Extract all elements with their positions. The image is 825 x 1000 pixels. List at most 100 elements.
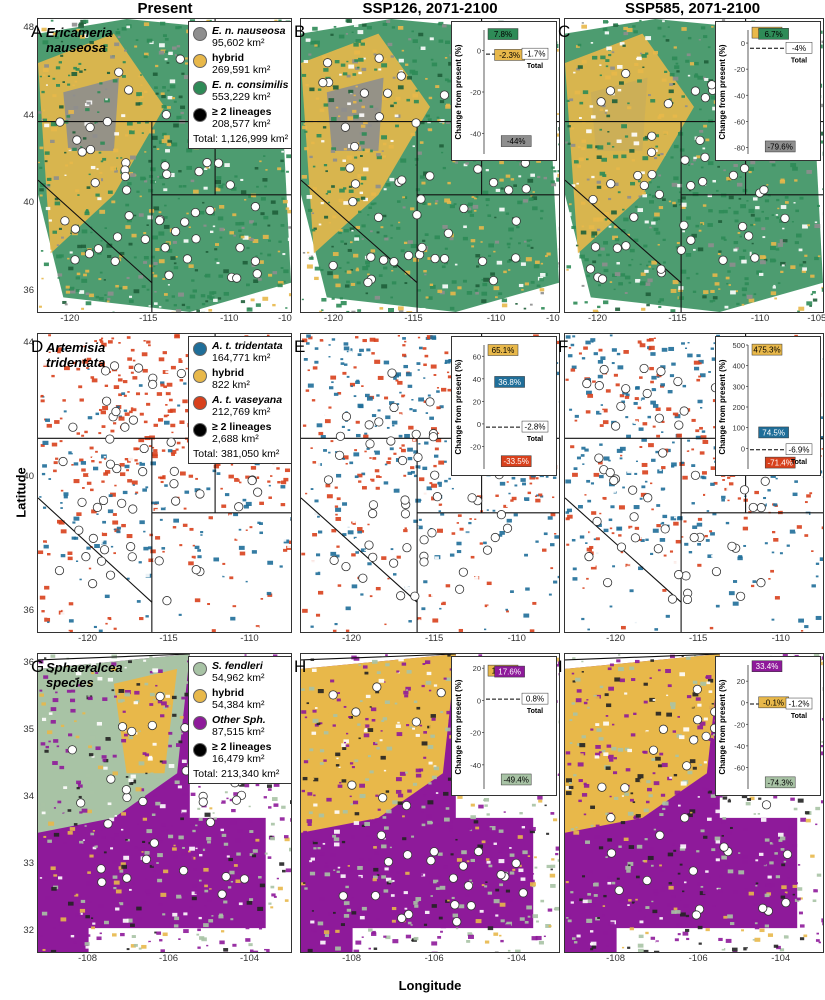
panel-letter: A xyxy=(31,22,43,41)
x-tick-label: -110 xyxy=(240,633,259,644)
change-bar xyxy=(764,140,796,153)
map-panel-i: Change from present (%) 20 0 -20 -40 -60 33.4%… xyxy=(564,653,824,953)
change-bar xyxy=(494,376,525,388)
total-name-label: Total xyxy=(527,708,543,715)
change-bar xyxy=(751,343,783,356)
inset-tick-label: 40 xyxy=(473,375,481,384)
species-label-line: nauseosa xyxy=(46,40,106,55)
change-bar xyxy=(500,455,532,467)
panel-letter: H xyxy=(294,657,307,676)
column-title-present: Present xyxy=(137,0,193,17)
x-tick-label: -104 xyxy=(771,953,791,964)
legend-area: 212,769 km² xyxy=(212,406,271,418)
inset-tick-label: 0 xyxy=(741,444,745,453)
range-map xyxy=(38,654,291,952)
legend-item: S. fendleri 54,962 km² xyxy=(193,660,289,684)
total-value-label: -1.2% xyxy=(789,700,810,709)
change-chart-f: Change from present (%) 500 400 300 200 100 0 4… xyxy=(718,341,813,469)
species-label-line: tridentata xyxy=(46,355,106,370)
legend-swatch xyxy=(193,743,207,757)
total-value-box xyxy=(785,42,813,54)
x-tick-label: -110 xyxy=(486,313,506,324)
legend-item: A. t. tridentata 164,771 km² xyxy=(193,340,289,364)
panel-letter: D xyxy=(31,337,44,356)
legend: A. t. tridentata 164,771 km² hybrid 822 km²… xyxy=(188,336,291,464)
legend-text: E. n. consimilis 553,229 km² xyxy=(212,79,288,103)
inset-tick-label: 200 xyxy=(732,403,745,412)
y-tick-label: 40 xyxy=(23,197,34,209)
change-bar xyxy=(487,344,519,356)
x-tick-label: -106 xyxy=(688,953,708,964)
species-label: Sphaeralcea species xyxy=(46,660,123,690)
change-bar xyxy=(487,28,519,40)
x-tick-label: -108 xyxy=(606,953,626,964)
total-value-label: -6.9% xyxy=(789,445,810,454)
range-map xyxy=(301,654,559,952)
legend-text: hybrid 54,384 km² xyxy=(212,687,265,711)
change-chart-b: Change from present (%) 0-20-407.8%-2.3%-… xyxy=(454,28,549,154)
total-name-label: Total xyxy=(791,57,807,64)
legend-item: ≥ 2 lineages 2,688 km² xyxy=(193,421,289,445)
legend-swatch xyxy=(193,369,207,383)
change-inset-c: Change from present (%)0-20-40-60-807.6%… xyxy=(715,21,821,161)
species-label: Artemisia tridentata xyxy=(46,340,105,370)
legend-swatch xyxy=(193,396,207,410)
change-bar xyxy=(751,660,783,672)
legend-name: S. fendleri xyxy=(212,660,263,672)
species-label-line: Artemisia xyxy=(46,340,106,355)
inset-y-label: Change from present (%) xyxy=(454,44,463,139)
bar-value-label: 6.7% xyxy=(764,30,782,39)
bar-value-label: 475.3% xyxy=(753,346,780,355)
legend-area: 822 km² xyxy=(212,379,250,391)
bar-value-label: 36.8% xyxy=(498,378,521,387)
inset-y-label: Change from present (%) xyxy=(454,679,463,774)
panel-letter: B xyxy=(294,22,306,41)
x-tick-label: -120 xyxy=(342,633,362,644)
inset-tick-label: 500 xyxy=(732,341,745,350)
y-tick-label: 36 xyxy=(23,285,34,296)
change-bar xyxy=(758,28,789,40)
bar-value-label: -2.3% xyxy=(499,51,520,60)
legend-total: Total: 1,126,999 km² xyxy=(193,133,289,145)
inset-tick-label: -40 xyxy=(470,761,481,770)
inset-tick-label: -60 xyxy=(734,117,745,126)
species-label-line: Sphaeralcea xyxy=(46,660,123,675)
legend-swatch xyxy=(193,689,207,703)
change-inset-f: Change from present (%) 500 400 300 200 100 0 4… xyxy=(715,336,821,476)
map-panel-d: Artemisia tridentata A. t. tridentata 164,7… xyxy=(37,333,292,633)
legend-item: E. n. consimilis 553,229 km² xyxy=(193,79,289,103)
y-axis-label: Latitude xyxy=(13,467,29,518)
legend-item: hybrid 822 km² xyxy=(193,367,289,391)
inset-y-label: Change from present (%) xyxy=(718,359,727,454)
bar-value-label: -49.4% xyxy=(504,775,529,784)
y-tick-label: 36 xyxy=(23,657,34,668)
change-chart-e: Change from present (%) 60 40 20 0 -20 65.1% 36… xyxy=(454,344,549,469)
legend-swatch xyxy=(193,662,207,676)
inset-tick-label: 20 xyxy=(473,664,481,673)
total-name-label: Total xyxy=(791,713,807,720)
x-tick-label: -120 xyxy=(324,313,344,324)
panel-letter: I xyxy=(558,657,563,676)
total-value-box xyxy=(521,420,549,433)
inset-tick-label: -20 xyxy=(470,442,481,451)
legend-item: ≥ 2 lineages 16,479 km² xyxy=(193,741,289,765)
inset-tick-label: 100 xyxy=(732,424,745,433)
x-tick-label: -108 xyxy=(342,953,362,964)
legend-area: 269,591 km² xyxy=(212,64,271,76)
legend-name: hybrid xyxy=(212,367,245,379)
range-map xyxy=(565,334,823,632)
panel-letter: C xyxy=(558,22,571,41)
inset-tick-label: -20 xyxy=(734,720,745,729)
legend-area: 208,577 km² xyxy=(212,118,271,130)
legend-name: hybrid xyxy=(212,52,245,64)
inset-tick-label: -40 xyxy=(734,742,745,751)
legend-total: Total: 213,340 km² xyxy=(193,768,280,780)
y-tick-label: 44 xyxy=(23,337,34,348)
legend-name: E. n. nauseosa xyxy=(212,25,286,37)
x-tick-label: -120 xyxy=(60,313,80,324)
inset-tick-label: 0 xyxy=(741,699,745,708)
legend-swatch xyxy=(193,716,207,730)
column-title-ssp126: SSP126, 2071-2100 xyxy=(362,0,498,17)
x-axis-label: Longitude xyxy=(398,978,462,993)
change-bar xyxy=(500,135,532,147)
